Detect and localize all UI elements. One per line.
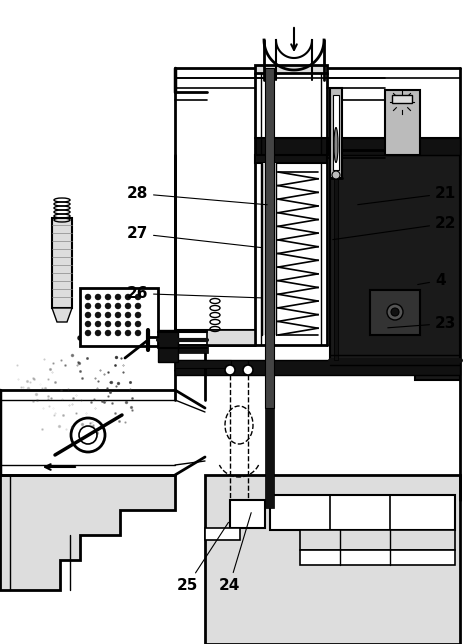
Circle shape bbox=[125, 321, 131, 327]
Circle shape bbox=[95, 321, 101, 327]
Circle shape bbox=[85, 294, 91, 300]
Circle shape bbox=[243, 365, 253, 375]
Text: 24: 24 bbox=[219, 513, 251, 593]
Circle shape bbox=[125, 303, 131, 309]
Circle shape bbox=[391, 308, 399, 316]
Circle shape bbox=[105, 294, 111, 300]
Circle shape bbox=[115, 312, 121, 318]
Circle shape bbox=[115, 303, 121, 309]
Circle shape bbox=[85, 312, 91, 318]
Bar bbox=[205, 528, 240, 540]
Circle shape bbox=[125, 294, 131, 300]
Bar bbox=[333, 95, 339, 170]
Bar bbox=[300, 550, 455, 565]
Text: 4: 4 bbox=[418, 273, 446, 288]
Bar bbox=[230, 500, 265, 528]
Polygon shape bbox=[330, 155, 460, 380]
Circle shape bbox=[135, 321, 141, 327]
Bar bbox=[52, 218, 72, 308]
Bar bbox=[392, 95, 412, 103]
Circle shape bbox=[85, 330, 91, 336]
Circle shape bbox=[115, 294, 121, 300]
Bar bbox=[255, 138, 460, 155]
Bar bbox=[158, 330, 178, 362]
Circle shape bbox=[85, 321, 91, 327]
Text: 22: 22 bbox=[333, 216, 456, 240]
Circle shape bbox=[135, 294, 141, 300]
Bar bbox=[370, 290, 420, 335]
Circle shape bbox=[135, 303, 141, 309]
Bar bbox=[175, 360, 460, 375]
Circle shape bbox=[115, 321, 121, 327]
Circle shape bbox=[135, 330, 141, 336]
Polygon shape bbox=[52, 308, 72, 322]
Circle shape bbox=[95, 330, 101, 336]
Bar bbox=[385, 90, 420, 155]
Bar bbox=[265, 360, 274, 508]
Circle shape bbox=[71, 418, 105, 452]
Bar bbox=[334, 178, 338, 360]
Bar bbox=[270, 495, 455, 530]
Ellipse shape bbox=[334, 128, 338, 162]
Bar bbox=[175, 360, 231, 368]
Circle shape bbox=[95, 294, 101, 300]
Circle shape bbox=[105, 321, 111, 327]
Bar bbox=[255, 155, 327, 163]
Bar bbox=[262, 163, 276, 335]
Bar bbox=[80, 288, 158, 346]
Polygon shape bbox=[205, 475, 460, 644]
Circle shape bbox=[332, 171, 340, 179]
Circle shape bbox=[95, 303, 101, 309]
Circle shape bbox=[125, 312, 131, 318]
Bar bbox=[265, 68, 274, 408]
Text: 26: 26 bbox=[127, 286, 262, 301]
Text: 21: 21 bbox=[358, 186, 456, 205]
Text: 28: 28 bbox=[127, 186, 267, 205]
Bar bbox=[330, 88, 342, 178]
Circle shape bbox=[225, 365, 235, 375]
Circle shape bbox=[135, 312, 141, 318]
Bar bbox=[207, 330, 255, 345]
Bar bbox=[158, 345, 208, 353]
Circle shape bbox=[105, 312, 111, 318]
Circle shape bbox=[105, 330, 111, 336]
Circle shape bbox=[79, 426, 97, 444]
Circle shape bbox=[387, 304, 403, 320]
Circle shape bbox=[85, 303, 91, 309]
Circle shape bbox=[95, 312, 101, 318]
Text: 27: 27 bbox=[127, 226, 262, 248]
Bar bbox=[300, 530, 455, 550]
Text: 25: 25 bbox=[177, 522, 228, 593]
Text: 23: 23 bbox=[388, 316, 456, 331]
Bar bbox=[255, 65, 327, 73]
Circle shape bbox=[125, 330, 131, 336]
Circle shape bbox=[105, 303, 111, 309]
Circle shape bbox=[115, 330, 121, 336]
Polygon shape bbox=[0, 475, 175, 590]
